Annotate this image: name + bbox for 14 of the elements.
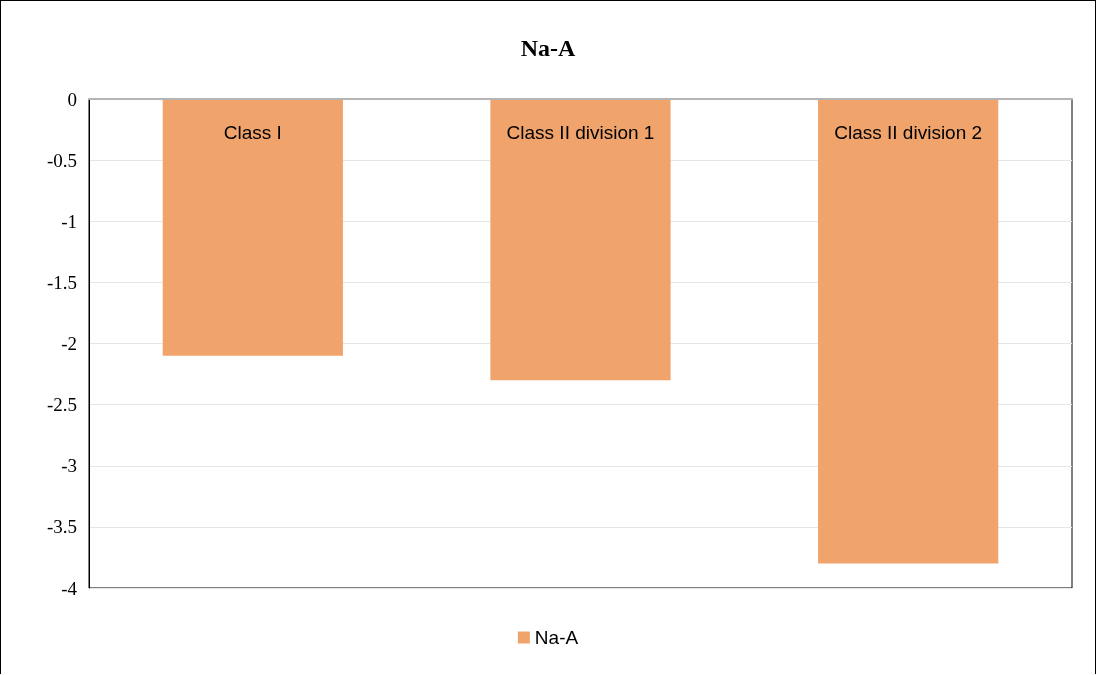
y-tick-label: -1 (61, 210, 77, 232)
y-tick-label: -0.5 (46, 149, 77, 171)
y-tick-label: -3.5 (46, 516, 77, 538)
x-tick-label: Class II division 1 (506, 122, 655, 143)
y-tick-label: -3 (61, 455, 77, 477)
x-tick-label: Class II division 2 (834, 122, 983, 143)
y-tick-label: -2 (61, 333, 77, 354)
y-tick-label: -4 (61, 577, 78, 599)
x-tick-label: Class I (223, 122, 282, 143)
chart-title: Na-A (520, 35, 576, 61)
legend-label: Na-A (534, 627, 579, 648)
y-tick-label: 0 (67, 88, 77, 110)
y-tick-label: -2.5 (46, 394, 77, 416)
y-tick-label: -1.5 (46, 271, 77, 293)
